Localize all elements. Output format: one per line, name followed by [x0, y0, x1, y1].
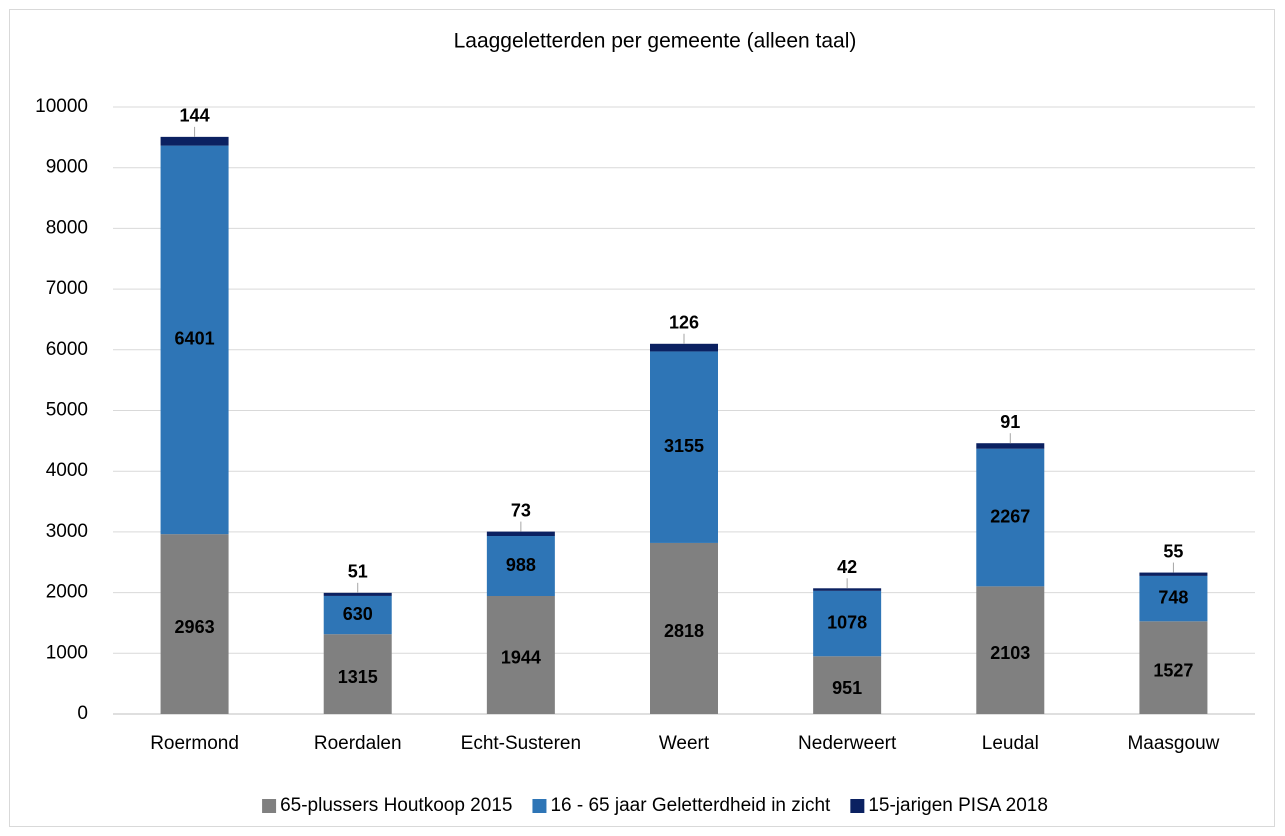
legend-swatch [850, 799, 865, 813]
y-tick-label: 6000 [46, 339, 88, 360]
bar-segment [1139, 575, 1208, 622]
data-label: 988 [506, 555, 536, 575]
bar-segment [650, 351, 718, 543]
data-label: 73 [511, 500, 531, 520]
bar-segment [1139, 572, 1208, 576]
data-label: 91 [1000, 412, 1020, 432]
data-label: 126 [669, 313, 699, 333]
x-tick-label: Maasgouw [1127, 733, 1219, 754]
y-tick-label: 4000 [46, 460, 88, 481]
y-tick-label: 8000 [46, 217, 88, 238]
data-label: 2963 [175, 617, 215, 637]
bar-segment [1139, 621, 1208, 714]
data-label: 55 [1163, 541, 1183, 561]
legend-label: 15-jarigen PISA 2018 [868, 795, 1048, 816]
y-tick-label: 1000 [46, 642, 88, 663]
bar-segment [323, 595, 392, 635]
bar-segment [486, 536, 555, 596]
bar-segment [323, 592, 392, 596]
y-tick-label: 7000 [46, 278, 88, 299]
bar-segment [976, 586, 1045, 714]
y-tick-label: 3000 [46, 521, 88, 542]
y-tick-label: 5000 [46, 400, 88, 421]
data-label: 748 [1158, 587, 1188, 607]
x-tick-label: Leudal [982, 733, 1039, 754]
bar-segment [160, 136, 229, 146]
legend-swatch [262, 799, 277, 813]
bar-segment [813, 588, 882, 591]
x-tick-label: Weert [659, 733, 710, 754]
data-label: 630 [343, 604, 373, 624]
bar-segment [650, 542, 718, 714]
data-label: 1315 [338, 667, 378, 687]
bar-segment [813, 590, 882, 657]
x-tick-label: Echt-Susteren [461, 733, 581, 754]
data-label: 2103 [990, 643, 1030, 663]
chart-title: Laaggeletterden per gemeente (alleen taa… [454, 30, 857, 53]
data-label: 1944 [501, 648, 541, 668]
y-tick-label: 9000 [46, 157, 88, 178]
bar-segment [813, 656, 882, 714]
bar-segment [976, 448, 1045, 587]
data-label: 3155 [664, 436, 704, 456]
data-label: 951 [832, 678, 862, 698]
data-label: 2267 [990, 506, 1030, 526]
legend-label: 65-plussers Houtkoop 2015 [280, 795, 512, 816]
bar-segment [486, 595, 555, 714]
bar-segment [323, 634, 392, 714]
data-label: 1078 [827, 612, 867, 632]
data-label: 42 [837, 557, 857, 577]
x-tick-label: Roerdalen [314, 733, 402, 754]
data-label: 2818 [664, 621, 704, 641]
data-label: 144 [180, 106, 210, 126]
data-label: 51 [348, 562, 368, 582]
bar-segment [976, 443, 1045, 449]
legend-swatch [532, 799, 547, 813]
data-label: 1527 [1153, 660, 1193, 680]
bar-segment [486, 531, 555, 537]
x-tick-label: Nederweert [798, 733, 897, 754]
y-tick-label: 0 [77, 703, 88, 724]
x-tick-label: Roermond [150, 733, 239, 754]
y-tick-label: 2000 [46, 582, 88, 603]
bar-segment [160, 145, 229, 535]
bar-segment [160, 534, 229, 714]
legend-label: 16 - 65 jaar Geletterdheid in zicht [550, 795, 831, 816]
data-label: 6401 [175, 329, 215, 349]
bar-segment [650, 343, 718, 352]
y-tick-label: 10000 [35, 96, 88, 117]
